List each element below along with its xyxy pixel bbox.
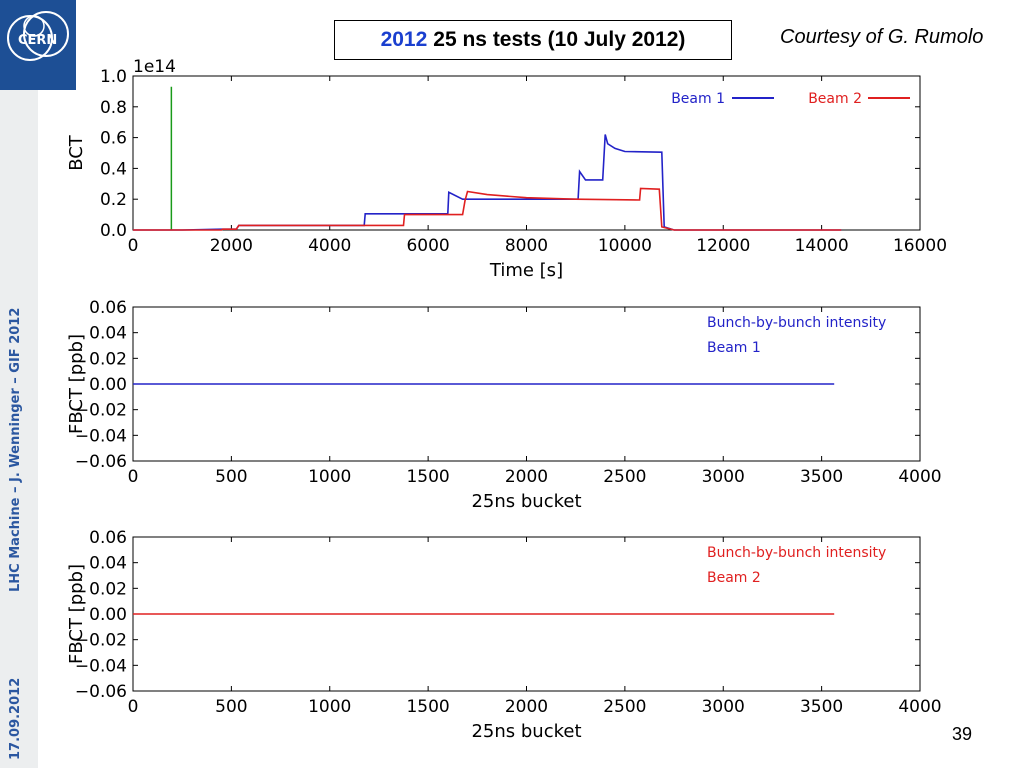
y-tick-label: 0.8 bbox=[100, 98, 127, 118]
x-tick-label: 14000 bbox=[795, 236, 849, 256]
y-tick-label: 0.02 bbox=[89, 349, 127, 369]
annotation-title: Bunch-by-bunch intensity bbox=[707, 545, 886, 561]
series-line-beam-2 bbox=[133, 187, 842, 231]
y-tick-label: 0.2 bbox=[100, 190, 127, 210]
x-tick-label: 3500 bbox=[800, 697, 843, 717]
x-tick-label: 6000 bbox=[406, 236, 449, 256]
x-tick-label: 3500 bbox=[800, 467, 843, 487]
title-year: 2012 bbox=[380, 28, 428, 51]
y-tick-label: 0.0 bbox=[100, 221, 127, 241]
legend-label: Beam 1 bbox=[671, 91, 725, 107]
x-tick-label: 10000 bbox=[598, 236, 652, 256]
x-tick-label: 1500 bbox=[406, 467, 449, 487]
page-number: 39 bbox=[952, 724, 973, 744]
y-axis-label: BCT bbox=[66, 134, 87, 171]
logo-text: CERN bbox=[18, 33, 57, 48]
y-tick-label: 0.4 bbox=[100, 159, 127, 179]
x-tick-label: 4000 bbox=[898, 697, 941, 717]
x-tick-label: 0 bbox=[128, 236, 139, 256]
x-tick-label: 3000 bbox=[702, 697, 745, 717]
x-tick-label: 500 bbox=[215, 467, 247, 487]
x-tick-label: 4000 bbox=[898, 467, 941, 487]
plot-frame bbox=[132, 75, 921, 231]
x-tick-label: 0 bbox=[128, 697, 139, 717]
series-line-beam-1 bbox=[133, 134, 842, 231]
x-tick-label: 2500 bbox=[603, 697, 646, 717]
sidebar bbox=[0, 90, 38, 768]
y-offset-label: 1e14 bbox=[133, 57, 176, 77]
title-text: 25 ns tests (10 July 2012) bbox=[433, 28, 686, 51]
y-tick-label: 0.00 bbox=[89, 605, 127, 625]
x-axis-label: 25ns bucket bbox=[471, 721, 581, 742]
y-tick-label: 1.0 bbox=[100, 67, 127, 87]
y-tick-label: 0.04 bbox=[89, 554, 127, 574]
x-tick-label: 2500 bbox=[603, 467, 646, 487]
x-tick-label: 1000 bbox=[308, 697, 351, 717]
page-title: 2012 25 ns tests (10 July 2012) bbox=[334, 20, 732, 60]
y-tick-label: −0.06 bbox=[75, 682, 127, 702]
x-tick-label: 4000 bbox=[308, 236, 351, 256]
y-tick-label: 0.06 bbox=[89, 528, 127, 548]
y-tick-label: 0.00 bbox=[89, 375, 127, 395]
annotation-beam: Beam 2 bbox=[707, 570, 761, 586]
y-tick-label: −0.04 bbox=[75, 656, 127, 676]
y-tick-label: 0.02 bbox=[89, 579, 127, 599]
x-tick-label: 12000 bbox=[696, 236, 750, 256]
y-tick-label: −0.02 bbox=[75, 401, 127, 421]
courtesy-credit: Courtesy of G. Rumolo bbox=[780, 26, 984, 48]
x-tick-label: 16000 bbox=[893, 236, 947, 256]
x-tick-label: 1500 bbox=[406, 697, 449, 717]
x-tick-label: 3000 bbox=[702, 467, 745, 487]
y-axis-label: FBCT [ppb] bbox=[66, 564, 87, 664]
x-tick-label: 2000 bbox=[505, 697, 548, 717]
y-tick-label: 0.06 bbox=[89, 298, 127, 318]
y-tick-label: 0.04 bbox=[89, 324, 127, 344]
x-tick-label: 2000 bbox=[505, 467, 548, 487]
x-tick-label: 8000 bbox=[505, 236, 548, 256]
y-tick-label: −0.06 bbox=[75, 452, 127, 472]
x-axis-label: Time [s] bbox=[489, 260, 563, 281]
x-tick-label: 500 bbox=[215, 697, 247, 717]
y-axis-label: FBCT [ppb] bbox=[66, 334, 87, 434]
annotation-beam: Beam 1 bbox=[707, 340, 761, 356]
annotation-title: Bunch-by-bunch intensity bbox=[707, 315, 886, 331]
x-tick-label: 2000 bbox=[210, 236, 253, 256]
y-tick-label: 0.6 bbox=[100, 129, 127, 149]
cern-logo-panel: CERN bbox=[0, 0, 76, 90]
x-tick-label: 0 bbox=[128, 467, 139, 487]
y-tick-label: −0.04 bbox=[75, 426, 127, 446]
cern-logo-icon: CERN bbox=[7, 11, 69, 61]
x-axis-label: 25ns bucket bbox=[471, 491, 581, 512]
legend-label: Beam 2 bbox=[808, 91, 862, 107]
y-tick-label: −0.02 bbox=[75, 631, 127, 651]
x-tick-label: 1000 bbox=[308, 467, 351, 487]
